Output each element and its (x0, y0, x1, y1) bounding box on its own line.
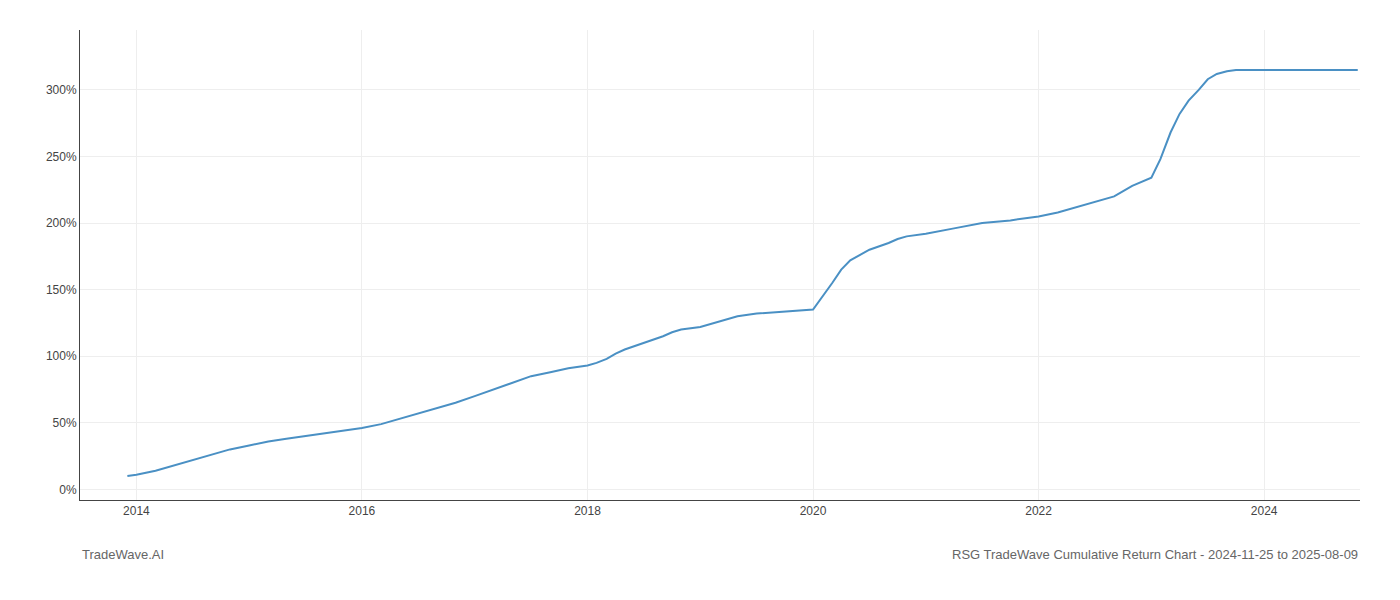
svg-text:0%: 0% (59, 483, 77, 497)
svg-text:2016: 2016 (349, 504, 376, 518)
svg-text:100%: 100% (46, 349, 77, 363)
svg-text:2020: 2020 (800, 504, 827, 518)
svg-text:2014: 2014 (123, 504, 150, 518)
svg-text:2024: 2024 (1251, 504, 1278, 518)
svg-text:50%: 50% (53, 416, 77, 430)
svg-text:200%: 200% (46, 216, 77, 230)
svg-text:2018: 2018 (574, 504, 601, 518)
svg-text:TradeWave.AI: TradeWave.AI (82, 547, 164, 562)
svg-text:150%: 150% (46, 283, 77, 297)
svg-text:RSG TradeWave Cumulative Retur: RSG TradeWave Cumulative Return Chart - … (952, 547, 1358, 562)
svg-text:300%: 300% (46, 83, 77, 97)
svg-text:250%: 250% (46, 150, 77, 164)
svg-text:2022: 2022 (1025, 504, 1052, 518)
